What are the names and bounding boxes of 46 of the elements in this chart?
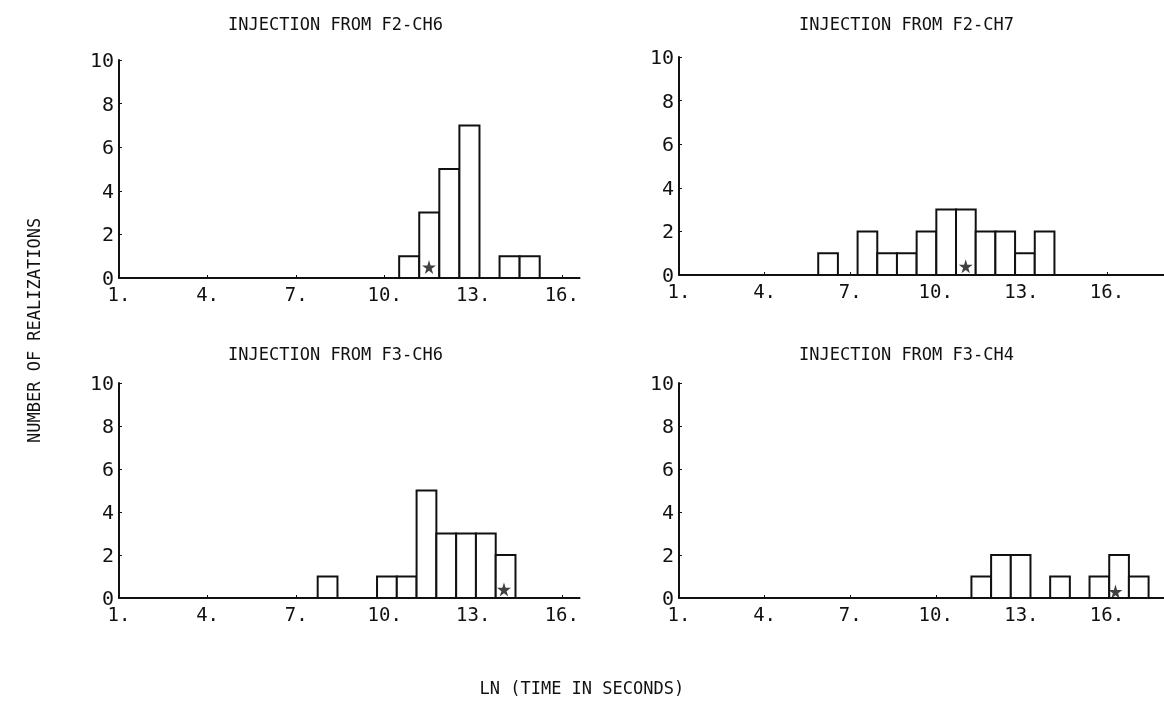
x-tick-label: 10. [918,602,953,625]
y-tick-label: 6 [661,132,674,157]
y-tick-label: 8 [101,91,114,116]
y-tick-label: 4 [101,178,114,203]
y-tick-label: 4 [101,500,114,524]
x-tick-label: 4. [753,602,777,625]
x-tick-label: 13. [1004,602,1039,625]
y-tick-label: 6 [101,135,114,160]
x-tick-label: 16. [1089,602,1125,625]
x-tick-label: 10. [367,602,402,625]
y-tick-label: 10 [649,371,674,395]
x-tick-label: 7. [284,602,308,625]
x-tick-label: 16. [544,282,580,305]
x-tick-label: 4. [753,279,777,302]
y-tick-label: 2 [101,222,114,247]
y-tick-label: 8 [661,414,674,438]
x-tick-label: 13. [456,282,491,305]
x-tick-label: 16. [1089,279,1125,302]
y-tick-label: 10 [649,45,674,69]
y-tick-label: 8 [661,88,674,113]
y-tick-label: 10 [89,48,114,72]
y-tick-label: 4 [661,500,674,524]
y-tick-label: 10 [89,371,114,395]
y-tick-label: 4 [661,175,674,200]
y-tick-label: 2 [661,219,674,244]
chart-title: INJECTION FROM F3-CH4 [799,343,1014,364]
x-tick-label: 16. [544,602,580,625]
y-axis-title: NUMBER OF REALIZATIONS [24,217,44,443]
y-tick-label: 2 [101,543,114,567]
y-tick-label: 8 [101,414,114,438]
x-tick-label: 13. [1004,279,1039,302]
chart-title: INJECTION FROM F2-CH7 [799,13,1014,34]
x-tick-label: 7. [284,282,308,305]
x-tick-label: 10. [367,282,402,305]
x-tick-label: 7. [838,602,862,625]
x-tick-label: 13. [456,602,491,625]
chart-title: INJECTION FROM F2-CH6 [228,13,443,34]
x-axis-title: LN (TIME IN SECONDS) [479,678,685,698]
x-tick-label: 4. [196,282,220,305]
y-tick-label: 6 [101,457,114,481]
chart-title: INJECTION FROM F3-CH6 [228,343,443,364]
x-tick-label: 7. [838,279,862,302]
x-tick-label: 10. [918,279,953,302]
y-tick-label: 2 [661,543,674,567]
x-tick-label: 4. [196,602,220,625]
y-tick-label: 6 [661,457,674,481]
